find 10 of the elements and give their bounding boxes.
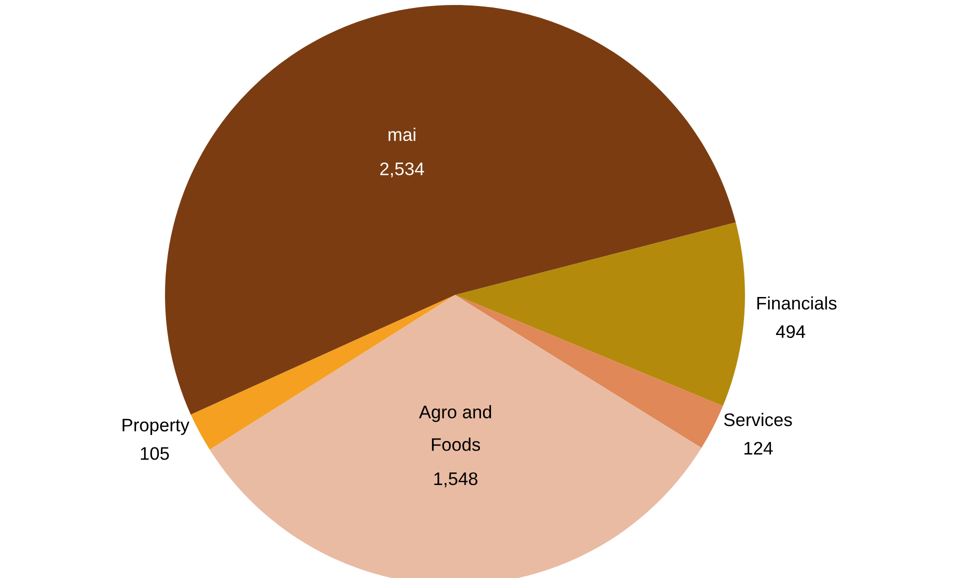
data-label: 124 [744, 442, 773, 454]
slice-label: Agro and Foods [418, 405, 492, 451]
data-label: 1,548 [434, 472, 478, 488]
slice-label: Services [724, 412, 792, 426]
slice-label: mai [388, 128, 416, 142]
data-label: 2,534 [380, 162, 424, 178]
slice-label: Property [122, 418, 190, 436]
data-label: 494 [776, 325, 806, 338]
data-label: 105 [140, 447, 169, 460]
slice-label: Financials [757, 296, 836, 310]
